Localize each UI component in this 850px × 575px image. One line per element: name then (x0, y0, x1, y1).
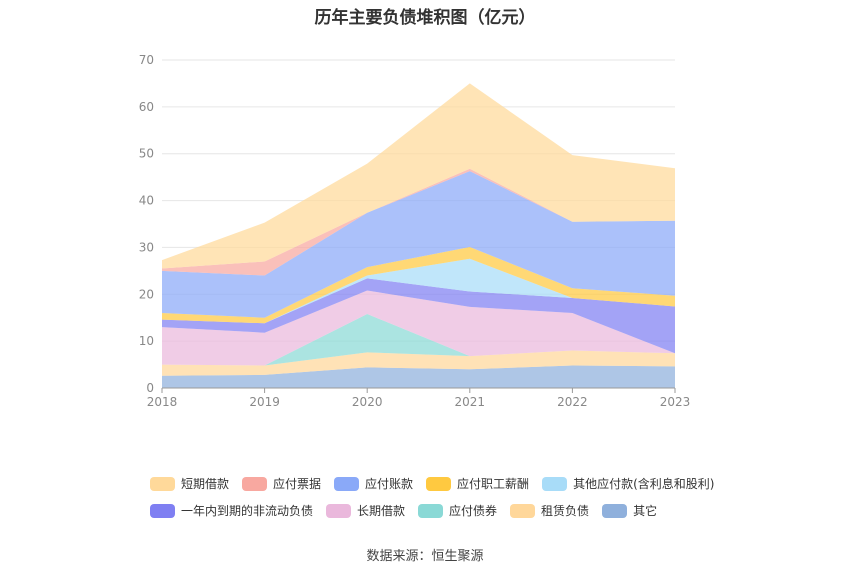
legend-item[interactable]: 应付职工薪酬 (426, 475, 529, 492)
legend-label: 短期借款 (181, 477, 230, 491)
y-tick-label: 30 (139, 240, 154, 254)
legend-item[interactable]: 短期借款 (150, 475, 229, 492)
legend-label: 其它 (633, 504, 658, 518)
series-areas (162, 83, 675, 388)
y-tick-label: 0 (146, 381, 154, 395)
y-tick-label: 10 (139, 334, 154, 348)
y-tick-label: 40 (139, 194, 154, 208)
x-tick-label: 2018 (147, 395, 178, 409)
area-series-1 (162, 350, 675, 376)
legend-item[interactable]: 长期借款 (326, 502, 405, 519)
x-tick-label: 2019 (249, 395, 280, 409)
area-series-4 (162, 278, 675, 354)
legend-item[interactable]: 租赁负债 (510, 502, 589, 519)
area-series-9 (162, 83, 675, 269)
y-tick-label: 20 (139, 287, 154, 301)
legend-item[interactable]: 应付债券 (418, 502, 497, 519)
legend-label: 应付债券 (449, 504, 498, 518)
legend: 短期借款 应付票据 应付账款 应付职工薪酬 其他应付款(含利息和股利) 一年内到期的非流… (150, 470, 730, 524)
area-series-2 (162, 314, 675, 366)
area-series-0 (162, 365, 675, 388)
x-tick-label: 2020 (352, 395, 383, 409)
legend-item[interactable]: 一年内到期的非流动负债 (150, 502, 313, 519)
legend-item[interactable]: 应付账款 (334, 475, 413, 492)
legend-label: 一年内到期的非流动负债 (181, 504, 314, 518)
chart-title: 历年主要负债堆积图（亿元） (314, 8, 536, 28)
x-tick-label: 2023 (660, 395, 691, 409)
area-series-3 (162, 290, 675, 366)
legend-item[interactable]: 其它 (602, 502, 657, 519)
legend-swatch (542, 476, 568, 491)
area-series-6 (162, 247, 675, 324)
legend-swatch (334, 476, 360, 491)
x-tick-label: 2021 (455, 395, 486, 409)
y-tick-label: 70 (139, 53, 154, 67)
legend-label: 租赁负债 (541, 504, 590, 518)
legend-item[interactable]: 其他应付款(含利息和股利) (542, 475, 714, 492)
legend-swatch (418, 503, 444, 518)
legend-swatch (326, 503, 352, 518)
legend-label: 应付账款 (365, 477, 414, 491)
legend-swatch (602, 503, 628, 518)
legend-swatch (150, 503, 175, 518)
legend-item[interactable]: 应付票据 (242, 475, 321, 492)
legend-row: 一年内到期的非流动负债 长期借款 应付债券 租赁负债 其它 (150, 497, 730, 524)
x-axis: 2018 2019 2020 2021 2022 2023 (147, 387, 691, 409)
legend-swatch (242, 476, 268, 491)
legend-label: 长期借款 (357, 504, 406, 518)
legend-row: 短期借款 应付票据 应付账款 应付职工薪酬 其他应付款(含利息和股利) (150, 470, 730, 497)
y-axis: 0 10 20 30 40 50 60 70 (139, 53, 154, 395)
area-series-7 (162, 171, 675, 318)
legend-label: 其他应付款(含利息和股利) (573, 477, 715, 491)
legend-swatch (426, 476, 452, 491)
area-series-5 (162, 258, 675, 324)
y-tick-label: 60 (139, 100, 154, 114)
y-tick-label: 50 (139, 147, 154, 161)
legend-swatch (150, 476, 175, 491)
legend-swatch (510, 503, 536, 518)
x-tick-label: 2022 (557, 395, 588, 409)
data-source-note: 数据来源：恒生聚源 (366, 549, 484, 564)
legend-label: 应付职工薪酬 (457, 477, 530, 491)
legend-label: 应付票据 (273, 477, 322, 491)
